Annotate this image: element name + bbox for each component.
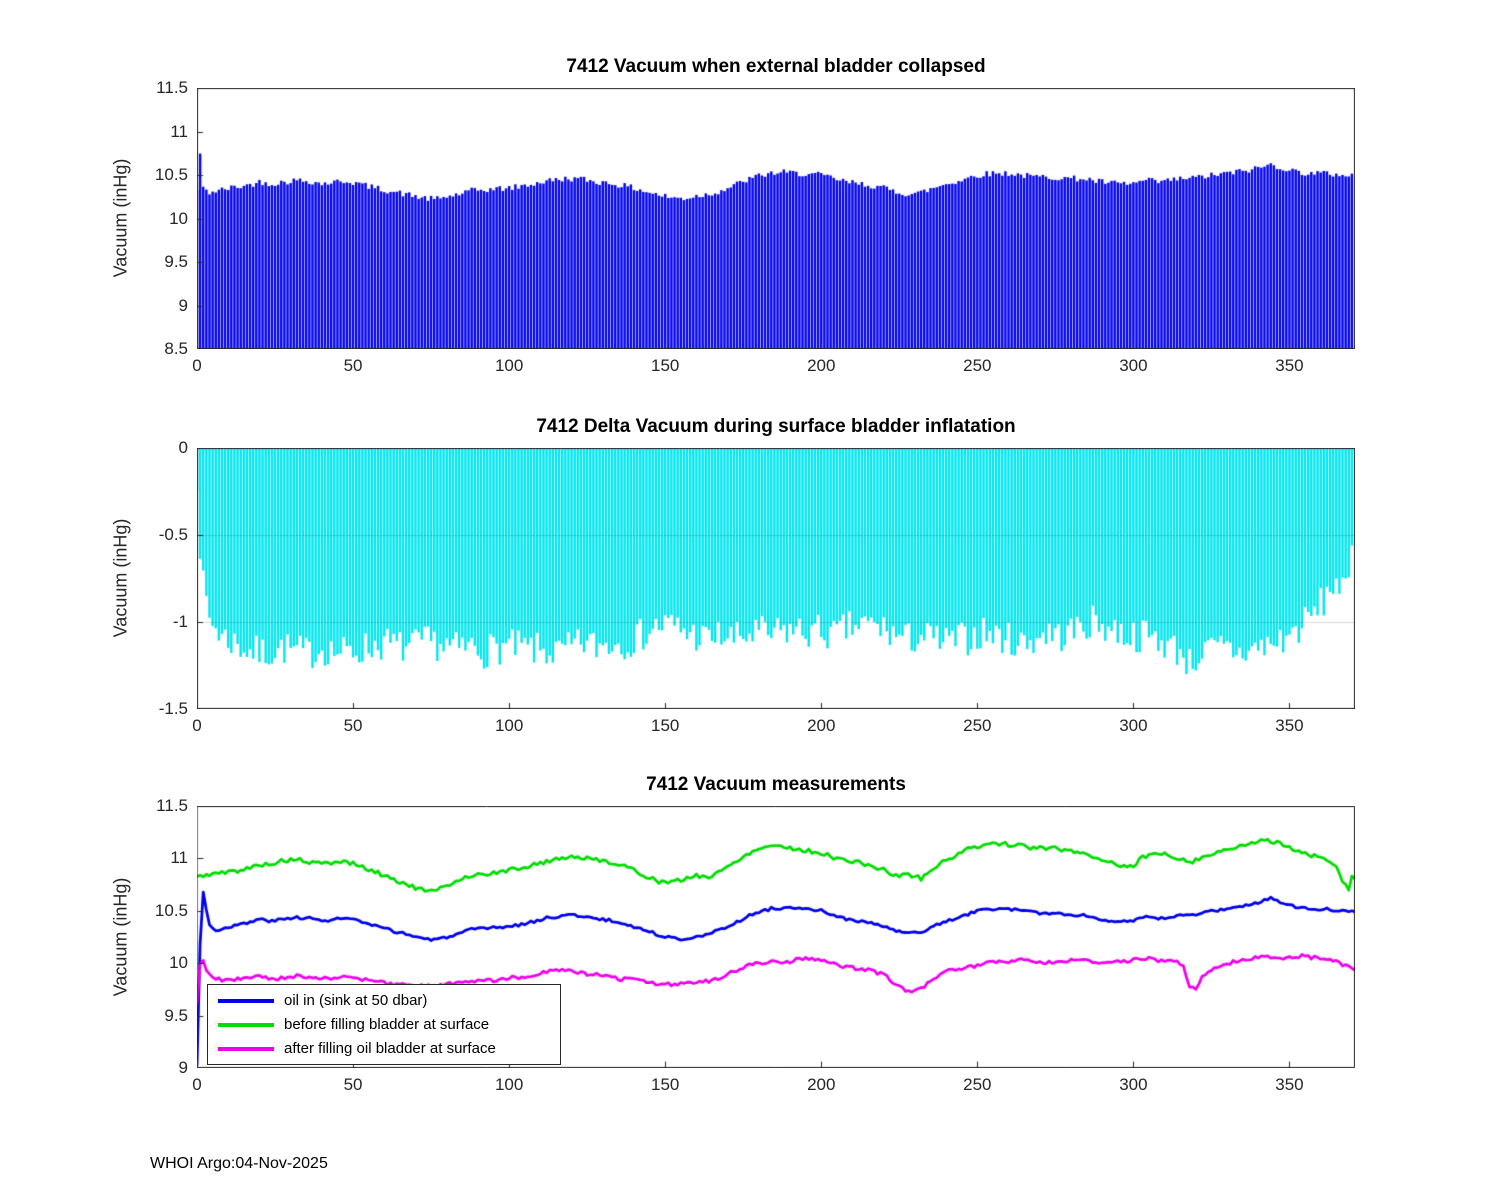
- x-tick-label: 350: [1275, 356, 1304, 375]
- x-tick-label: 0: [192, 716, 202, 735]
- x-tick-label: 300: [1119, 1075, 1148, 1094]
- x-tick-label: 100: [494, 356, 524, 375]
- x-tick-label: 200: [807, 716, 836, 735]
- x-tick-label: 300: [1119, 716, 1148, 735]
- y-tick-label: -1: [172, 612, 188, 631]
- plot2-title: 7412 Delta Vacuum during surface bladder…: [536, 416, 1016, 437]
- y-tick-label: 10.5: [154, 165, 188, 184]
- green-line-swatch: [218, 1022, 274, 1027]
- plot2-bar-chart: [197, 448, 1355, 709]
- plot3-ylabel: Vacuum (inHg): [110, 877, 131, 997]
- plot1-bar-chart: [197, 88, 1355, 349]
- x-tick-label: 200: [807, 356, 836, 375]
- x-tick-label: 0: [192, 1075, 202, 1094]
- y-tick-label: 10.5: [154, 900, 188, 920]
- magenta-line-swatch: [218, 1046, 274, 1051]
- plot3-title: 7412 Vacuum measurements: [646, 774, 906, 795]
- y-tick-label: 10: [169, 208, 188, 228]
- legend-label-before-filling: before filling bladder at surface: [284, 1016, 490, 1033]
- x-tick-label: 200: [807, 1075, 836, 1094]
- x-tick-label: 350: [1275, 1075, 1304, 1094]
- y-tick-label: 8.5: [164, 339, 188, 358]
- x-tick-label: 50: [343, 716, 363, 735]
- x-tick-label: 50: [343, 1075, 363, 1094]
- legend-label-after-filling: after filling oil bladder at surface: [284, 1040, 496, 1057]
- y-tick-label: 9: [178, 295, 188, 315]
- x-tick-label: 250: [963, 356, 992, 375]
- y-tick-label: -0.5: [158, 525, 188, 544]
- y-tick-label: 10: [169, 953, 188, 973]
- x-tick-label: 150: [651, 1075, 680, 1094]
- blue-line-swatch: [218, 998, 274, 1003]
- y-tick-label: 11.5: [156, 78, 188, 97]
- legend-item-before-filling: before filling bladder at surface: [218, 1014, 550, 1035]
- x-tick-label: 50: [343, 356, 363, 375]
- y-tick-label: 11: [170, 848, 188, 868]
- x-tick-label: 250: [963, 716, 992, 735]
- y-tick-label: 11.5: [156, 796, 188, 815]
- x-tick-label: 150: [651, 716, 680, 735]
- x-tick-label: 300: [1119, 356, 1148, 375]
- footer-watermark: WHOI Argo:04-Nov-2025: [150, 1155, 328, 1172]
- legend-item-oil-in: oil in (sink at 50 dbar): [218, 990, 550, 1011]
- y-tick-label: 9.5: [164, 252, 188, 271]
- y-tick-label: 11: [170, 121, 188, 141]
- legend-item-after-filling: after filling oil bladder at surface: [218, 1038, 550, 1059]
- y-tick-label: 0: [178, 438, 188, 457]
- x-tick-label: 100: [494, 716, 524, 735]
- x-tick-label: 100: [494, 1075, 524, 1094]
- plot1-title: 7412 Vacuum when external bladder collap…: [566, 56, 986, 77]
- y-tick-label: 9.5: [164, 1005, 188, 1025]
- legend-label-oil-in: oil in (sink at 50 dbar): [284, 992, 428, 1009]
- y-tick-label: -1.5: [158, 699, 188, 718]
- y-tick-label: 9: [178, 1058, 188, 1077]
- x-tick-label: 150: [651, 356, 680, 375]
- x-tick-label: 250: [963, 1075, 992, 1094]
- legend: oil in (sink at 50 dbar) before filling …: [207, 984, 561, 1065]
- x-tick-label: 0: [192, 356, 202, 375]
- x-tick-label: 350: [1275, 716, 1304, 735]
